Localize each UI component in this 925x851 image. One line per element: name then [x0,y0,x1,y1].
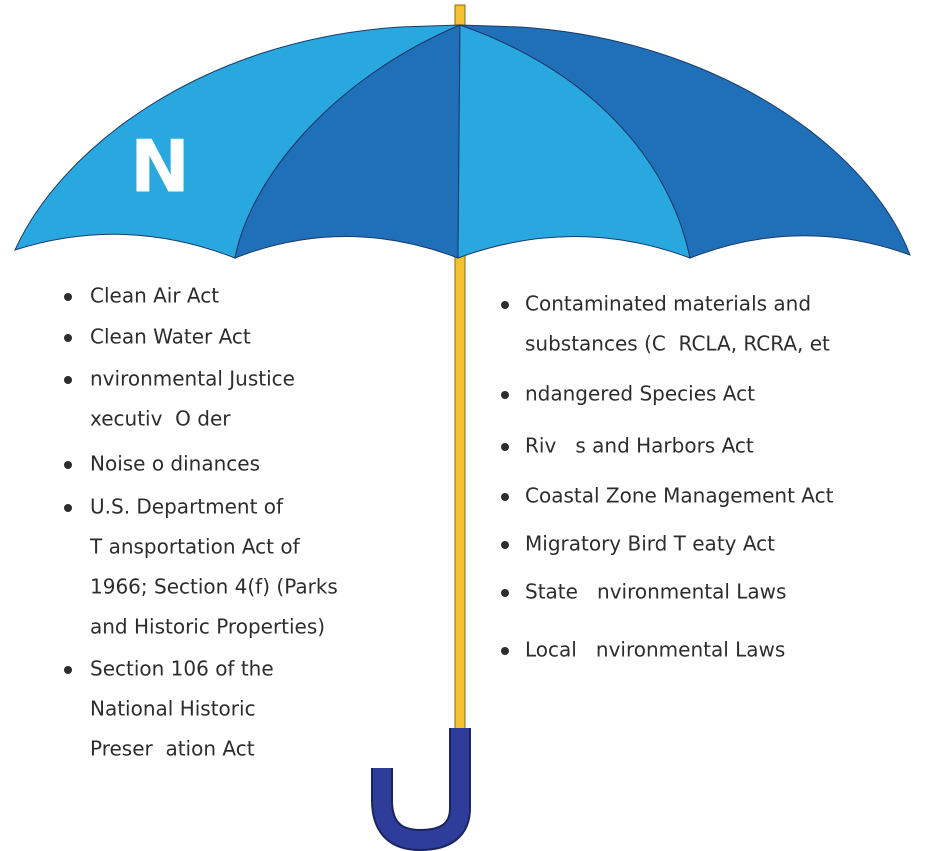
list-item-text: T ansportation Act of [89,535,301,559]
list-item-text: Riv s and Harbors Act [525,434,754,458]
list-item-text: xecutiv O der [90,407,231,431]
list-item-text: Coastal Zone Management Act [525,484,834,508]
list-item-text: Clean Air Act [90,284,219,308]
bullet [501,443,509,451]
bullet [501,391,509,399]
list-item-text: Migratory Bird T eaty Act [525,532,775,556]
logo: N [130,125,190,209]
umbrella-handle [382,728,460,840]
list-item-text: and Historic Properties) [90,615,325,639]
list-item-text: Section 106 of the [90,657,274,681]
list-item-text: 1966; Section 4(f) (Parks [90,575,338,599]
list-item-text: Local nvironmental Laws [525,638,785,662]
bullet [501,589,509,597]
bullet [501,301,509,309]
list-item-text: Contaminated materials and [525,292,811,316]
list-item-text: nvironmental Justice [90,367,295,391]
list-item-text: substances (C RCLA, RCRA, et [525,332,830,356]
bullet [64,461,72,469]
bullet [64,504,72,512]
list-item-text: Clean Water Act [90,325,251,349]
list-item-text: State nvironmental Laws [525,580,786,604]
bullet [64,334,72,342]
list-item-text: ndangered Species Act [525,382,755,406]
list-item-text: National Historic [90,697,256,721]
umbrella-diagram: N Clean Air Act Clean Water Act nvironment… [0,0,925,851]
bullet [64,376,72,384]
bullet [501,493,509,501]
list-item-text: U.S. Department of [90,495,284,519]
bullet [64,293,72,301]
list-item-text: Preser ation Act [90,737,255,761]
page: N Clean Air Act Clean Water Act nvironment… [0,0,925,851]
bullet [501,647,509,655]
list-item-text: Noise o dinances [90,452,260,476]
bullet [64,666,72,674]
bullet [501,541,509,549]
